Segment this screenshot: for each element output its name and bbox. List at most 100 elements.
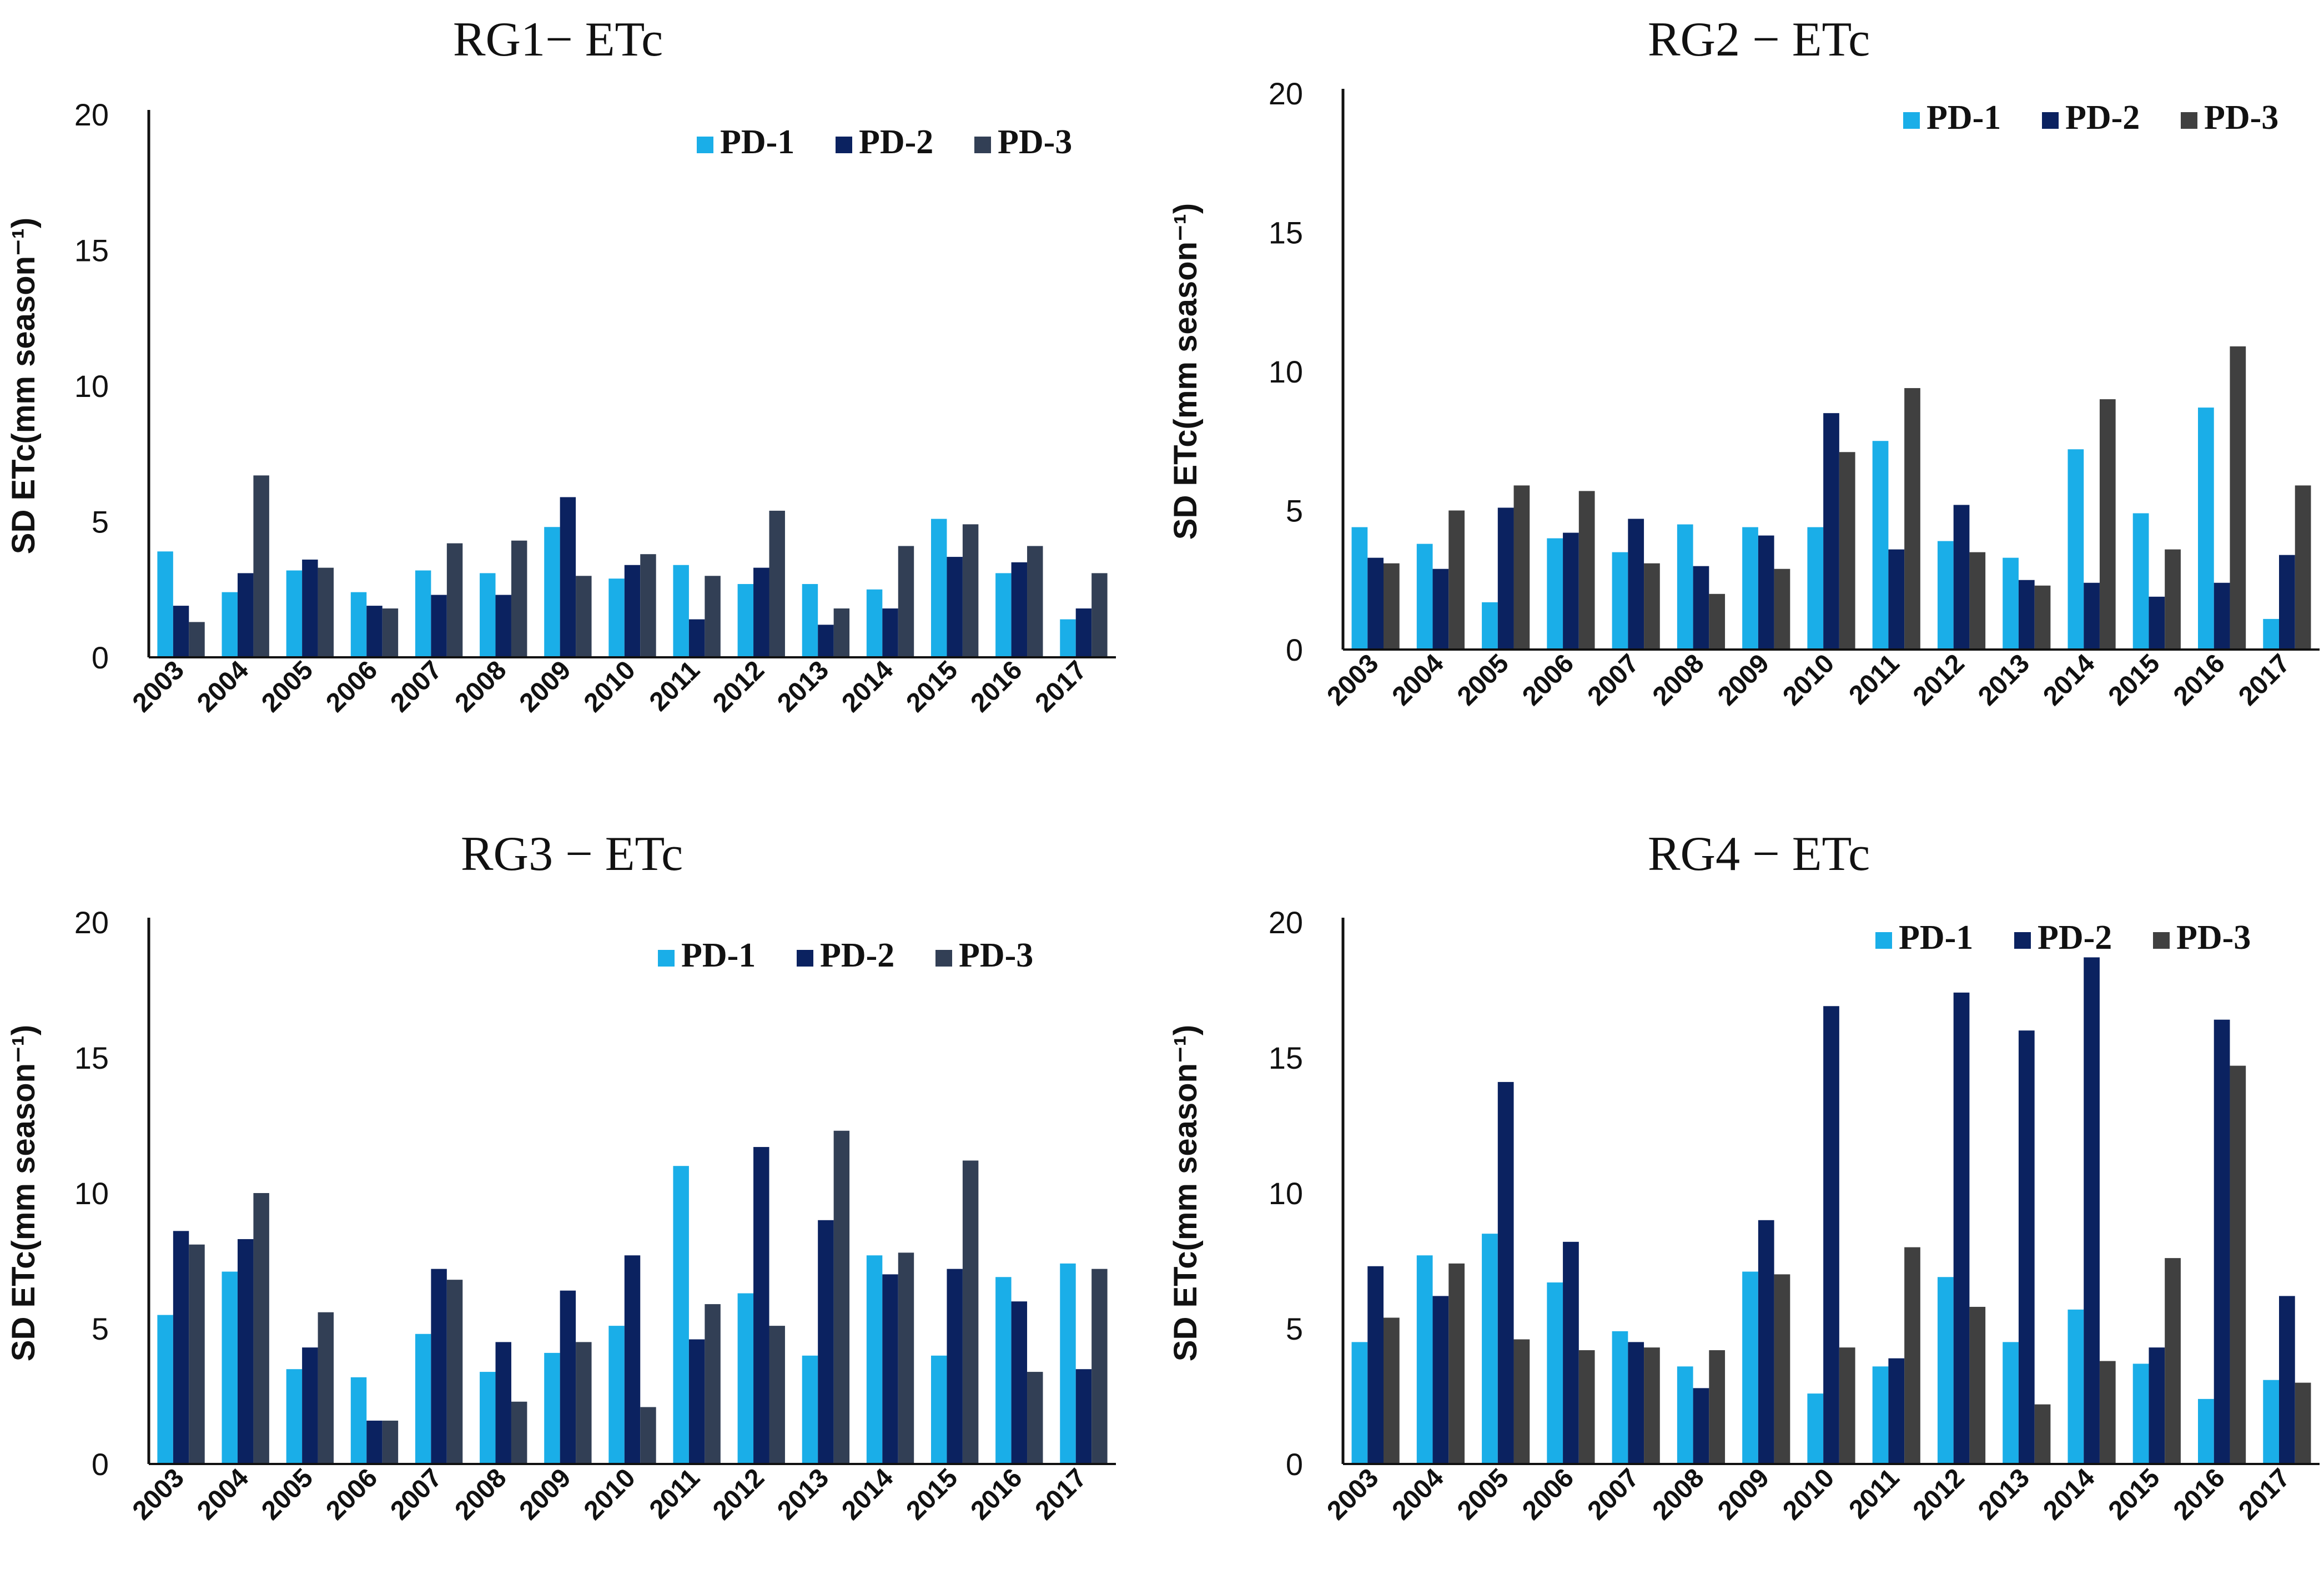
bar-pd-2-2005 <box>302 559 318 657</box>
bar-pd-1-2010 <box>608 578 625 657</box>
chart-title: RG4 − ETc <box>1648 827 1870 881</box>
x-tick-label: 2015 <box>901 655 963 718</box>
bar-pd-2-2017 <box>1075 608 1092 657</box>
chart-panel-rg4: RG4 − ETc SD ETc(mm season⁻¹) 0 5 10 15 20 2003… <box>1162 792 2324 1584</box>
bar-pd-3-2011 <box>1904 1247 1920 1464</box>
bar-pd-1-2007 <box>415 570 431 657</box>
chart-title: RG2 − ETc <box>1648 13 1870 67</box>
y-axis-label: SD ETc(mm season⁻¹) <box>6 218 42 554</box>
bar-pd-3-2015 <box>2165 549 2181 650</box>
bar-pd-3-2007 <box>446 1280 463 1464</box>
bar-pd-1-2010 <box>608 1326 625 1464</box>
y-tick-label: 20 <box>74 905 109 940</box>
bar-pd-1-2006 <box>350 592 367 657</box>
bar-pd-2-2006 <box>366 606 383 657</box>
y-tick-label: 0 <box>1286 632 1303 667</box>
bar-pd-2-2010 <box>1823 413 1839 650</box>
x-tick-label: 2006 <box>320 1463 383 1526</box>
bar-pd-3-2008 <box>511 540 527 657</box>
bar-pd-2-2017 <box>1075 1369 1092 1464</box>
legend-swatch-pd-1 <box>697 137 713 153</box>
bar-pd-1-2017 <box>2263 618 2280 650</box>
bar-pd-3-2013 <box>833 608 850 657</box>
chart-panel-rg3: RG3 − ETc SD ETc(mm season⁻¹) 0 5 10 15 20 2003… <box>0 792 1162 1584</box>
bar-pd-1-2012 <box>1937 1277 1954 1464</box>
bar-pd-3-2006 <box>382 1420 399 1464</box>
bar-pd-3-2014 <box>898 1252 914 1464</box>
bar-pd-2-2005 <box>1497 507 1514 650</box>
bar-pd-1-2007 <box>1612 552 1628 650</box>
bar-pd-2-2009 <box>1758 1220 1774 1464</box>
legend-swatch-pd-3 <box>974 137 991 153</box>
chart-panel-rg1: RG1− ETc SD ETc(mm season⁻¹) 0 5 10 15 20 2003 2… <box>0 0 1162 792</box>
bar-pd-2-2014 <box>882 1274 898 1464</box>
y-tick-label: 10 <box>1269 1176 1303 1211</box>
bar-pd-2-2017 <box>2279 1296 2295 1464</box>
y-tick-label: 20 <box>74 97 109 132</box>
x-tick-label: 2012 <box>707 1463 770 1526</box>
x-tick-label: 2007 <box>1582 1463 1644 1526</box>
bar-pd-3-2006 <box>382 608 399 657</box>
bar-pd-2-2009 <box>1758 535 1774 650</box>
x-tick-label: 2008 <box>450 1463 512 1526</box>
x-tick-label: 2009 <box>1712 648 1775 711</box>
bar-pd-3-2015 <box>962 524 979 657</box>
bar-pd-2-2005 <box>1497 1081 1514 1464</box>
bar-pd-3-2006 <box>1578 1350 1595 1464</box>
bar-pd-2-2014 <box>2084 957 2100 1464</box>
legend-label-pd-2: PD-2 <box>2065 99 2140 137</box>
bar-pd-3-2011 <box>705 576 721 657</box>
bar-pd-3-2009 <box>576 576 592 657</box>
x-tick-label: 2016 <box>965 1463 1028 1526</box>
bar-pd-1-2009 <box>544 1352 560 1464</box>
legend-swatch-pd-1 <box>1875 932 1892 949</box>
x-tick-label: 2011 <box>644 655 706 717</box>
bar-pd-1-2014 <box>2068 449 2084 650</box>
x-tick-label: 2013 <box>1973 648 2035 711</box>
bar-pd-1-2003 <box>1351 527 1368 650</box>
bar-pd-3-2013 <box>2034 1404 2051 1464</box>
bar-pd-1-2005 <box>286 570 303 657</box>
bar-pd-1-2003 <box>157 551 173 657</box>
bar-pd-1-2013 <box>802 1355 818 1464</box>
legend-swatch-pd-2 <box>2042 112 2059 129</box>
bar-pd-3-2007 <box>1644 1347 1660 1464</box>
x-tick-label: 2006 <box>1517 648 1579 711</box>
bar-pd-1-2004 <box>222 592 238 657</box>
bar-pd-2-2017 <box>2279 555 2295 650</box>
x-tick-label: 2012 <box>1908 648 1970 711</box>
bar-pd-2-2015 <box>2149 596 2165 650</box>
y-tick-label: 15 <box>74 1040 109 1075</box>
bar-pd-3-2009 <box>1774 568 1790 650</box>
bar-pd-2-2011 <box>1888 549 1905 650</box>
bar-pd-1-2008 <box>480 1372 496 1464</box>
x-tick-label: 2014 <box>2038 1463 2100 1526</box>
legend-label-pd-3: PD-3 <box>959 937 1033 974</box>
x-tick-label: 2016 <box>965 655 1028 718</box>
legend-label-pd-3: PD-3 <box>2204 99 2278 137</box>
x-tick-label: 2014 <box>2038 648 2100 711</box>
x-tick-label: 2013 <box>772 655 834 718</box>
bar-pd-3-2008 <box>1709 1350 1726 1464</box>
y-tick-label: 10 <box>74 1176 109 1211</box>
bar-pd-3-2010 <box>1839 452 1855 650</box>
chart-title: RG3 − ETc <box>461 827 683 881</box>
x-tick-label: 2004 <box>192 1463 254 1526</box>
bar-pd-2-2008 <box>1693 1388 1709 1464</box>
x-tick-label: 2013 <box>772 1463 834 1526</box>
bar-pd-3-2015 <box>962 1160 979 1464</box>
bar-pd-3-2011 <box>705 1304 721 1464</box>
bar-pd-3-2009 <box>1774 1274 1790 1464</box>
bar-pd-3-2017 <box>1091 573 1108 657</box>
bar-pd-3-2014 <box>898 546 914 657</box>
x-tick-label: 2016 <box>2168 648 2231 711</box>
bar-pd-1-2011 <box>673 565 689 657</box>
legend-swatch-pd-3 <box>2153 932 2170 949</box>
y-tick-label: 0 <box>92 640 109 675</box>
bar-pd-2-2006 <box>366 1420 383 1464</box>
bar-pd-3-2004 <box>253 1193 269 1464</box>
bar-pd-1-2007 <box>1612 1331 1628 1464</box>
bar-pd-2-2003 <box>1367 1266 1384 1464</box>
bar-pd-1-2007 <box>415 1334 431 1464</box>
